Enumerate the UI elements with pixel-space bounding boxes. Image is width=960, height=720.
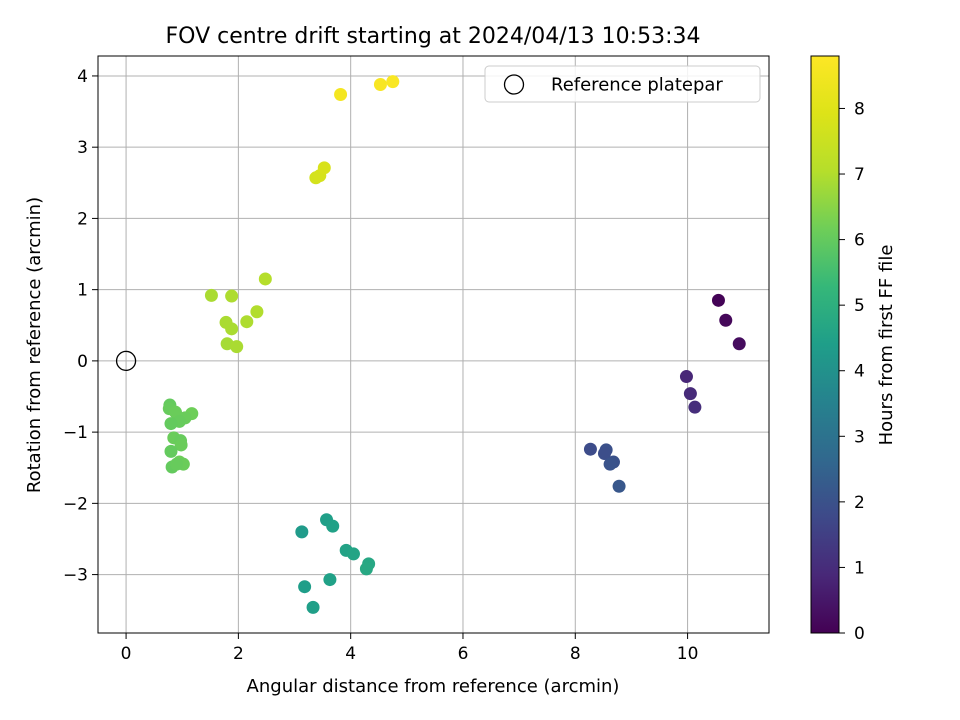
colorbar-tick-label: 7 — [854, 165, 865, 185]
data-point — [225, 289, 239, 303]
y-tick-label: 4 — [77, 67, 88, 87]
data-point — [326, 519, 340, 533]
data-points — [162, 75, 746, 614]
data-point — [174, 438, 188, 452]
colorbar-ticks: 0 1 2 3 4 5 6 7 8 — [839, 99, 865, 644]
y-tick-label: 3 — [77, 138, 88, 158]
data-point — [295, 525, 309, 539]
colorbar-tick-label: 5 — [854, 296, 865, 316]
y-tick-label: −2 — [63, 494, 88, 514]
data-point — [164, 444, 178, 458]
x-tick-label: 4 — [345, 644, 356, 664]
data-point — [583, 442, 597, 456]
chart-title: FOV centre drift starting at 2024/04/13 … — [166, 24, 701, 49]
x-tick-label: 8 — [570, 644, 581, 664]
x-tick-label: 2 — [233, 644, 244, 664]
data-point — [230, 340, 244, 354]
colorbar-tick-label: 0 — [854, 624, 865, 644]
x-tick-label: 10 — [677, 644, 699, 664]
y-tick-label: 2 — [77, 209, 88, 229]
colorbar-tick-label: 6 — [854, 231, 865, 251]
data-point — [240, 315, 254, 329]
data-point — [306, 600, 320, 614]
x-tick-label: 0 — [121, 644, 132, 664]
y-tick-label: 0 — [77, 352, 88, 372]
legend-reference-marker — [503, 74, 525, 95]
x-axis-label: Angular distance from reference (arcmin) — [247, 676, 620, 697]
x-axis-ticks: 0 2 4 6 8 10 — [121, 633, 699, 664]
colorbar-tick-label: 1 — [854, 558, 865, 578]
data-point — [346, 547, 360, 561]
legend-box — [484, 65, 761, 103]
reference-marker — [115, 350, 137, 372]
data-point — [204, 288, 218, 302]
y-tick-label: −1 — [63, 423, 88, 443]
plot-frame — [97, 55, 770, 634]
grid-lines — [98, 56, 769, 633]
y-tick-label: −3 — [63, 566, 88, 586]
x-tick-label: 6 — [458, 644, 469, 664]
colorbar: 0 1 2 3 4 5 6 7 8 Hours from first FF file — [810, 55, 897, 644]
data-point — [334, 87, 348, 101]
data-point — [688, 400, 702, 414]
colorbar-label: Hours from first FF file — [876, 245, 897, 446]
legend-entry-label: Reference platepar — [551, 75, 723, 96]
colorbar-tick-label: 2 — [854, 493, 865, 513]
colorbar-tick-label: 3 — [854, 427, 865, 447]
data-point — [732, 337, 746, 351]
data-point — [603, 457, 617, 471]
data-point — [719, 313, 733, 327]
colorbar-tick-label: 4 — [854, 362, 865, 382]
data-point — [164, 417, 178, 431]
y-tick-label: 1 — [77, 281, 88, 301]
data-point — [323, 573, 337, 587]
data-point — [373, 77, 387, 91]
data-point — [258, 272, 272, 286]
data-point — [683, 387, 697, 401]
legend: Reference platepar — [484, 65, 761, 103]
data-point — [225, 322, 239, 336]
data-point — [170, 457, 184, 471]
data-point — [612, 479, 626, 493]
y-axis-label: Rotation from reference (arcmin) — [24, 197, 45, 493]
y-axis-ticks: −3 −2 −1 0 1 2 3 4 — [63, 67, 98, 586]
data-point — [317, 161, 331, 175]
data-point — [679, 370, 693, 384]
reference-marker-group — [115, 350, 137, 372]
data-point — [597, 446, 611, 460]
data-point — [386, 75, 400, 89]
data-point — [711, 293, 725, 307]
colorbar-gradient — [810, 55, 840, 634]
data-point — [359, 562, 373, 576]
colorbar-tick-label: 8 — [854, 99, 865, 119]
data-point — [250, 305, 264, 319]
data-point — [298, 580, 312, 594]
